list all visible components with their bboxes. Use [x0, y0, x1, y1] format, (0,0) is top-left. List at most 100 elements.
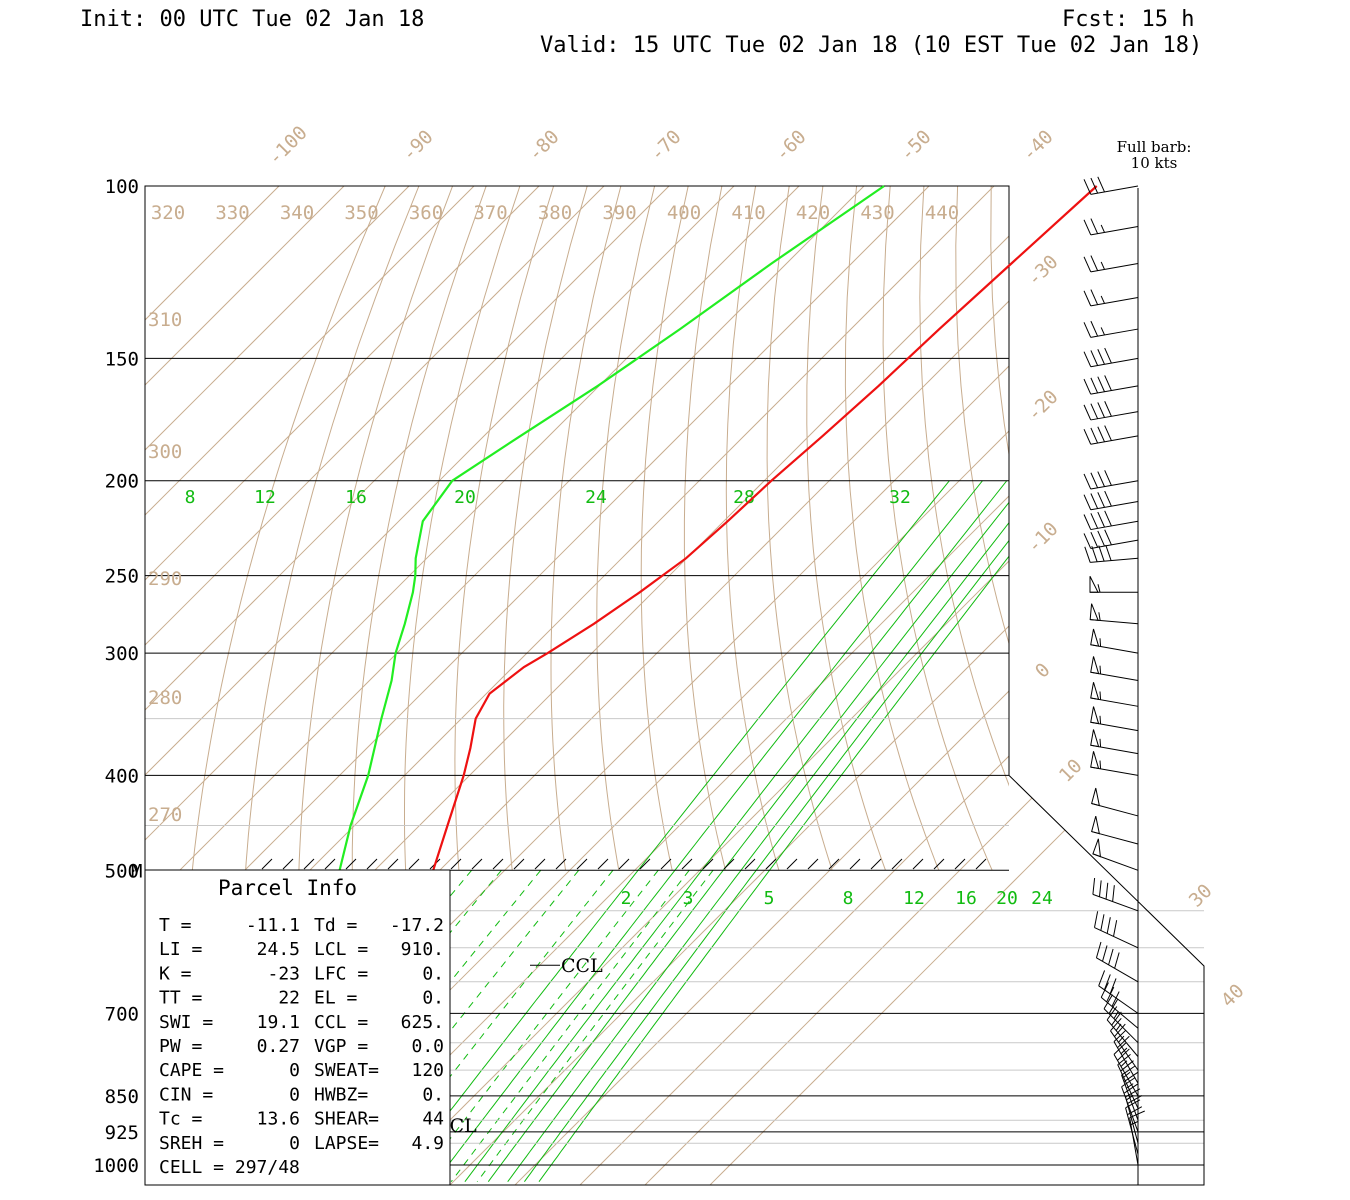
barb-flag	[1098, 545, 1105, 562]
barb-half-flag	[1100, 261, 1105, 270]
dry-adiabat-line	[766, 186, 833, 870]
hatch-mark	[639, 858, 651, 870]
barb-flag	[1123, 1072, 1138, 1083]
barb-flag	[1104, 425, 1112, 441]
dry-adiabat-line	[806, 186, 886, 870]
temperature-label: -70	[646, 126, 686, 166]
isotherm-line	[145, 186, 800, 1185]
wind-barb	[1089, 576, 1138, 593]
barb-flag	[1083, 256, 1092, 273]
hatch-mark	[702, 858, 714, 870]
barb-flag	[1113, 1042, 1127, 1055]
dry-adiabats	[191, 186, 1009, 870]
barb-flag	[1083, 290, 1092, 307]
barb-flag	[1090, 320, 1099, 337]
barb-shaft	[1090, 557, 1139, 563]
parcel-info-label: T =	[159, 915, 192, 936]
barb-flag	[1104, 375, 1112, 391]
barb-pennant	[1089, 603, 1099, 621]
barb-flag	[1109, 978, 1117, 995]
wind-barb	[1121, 1077, 1139, 1133]
barb-shaft	[1090, 385, 1139, 395]
barb-shaft	[1090, 520, 1139, 531]
hatch-mark	[786, 858, 798, 870]
hatch-mark	[408, 858, 420, 870]
wind-barb	[1090, 656, 1139, 682]
wind-barb	[1092, 877, 1139, 912]
parcel-info-value: -17.2	[390, 915, 444, 936]
barb-half-flag	[1099, 760, 1102, 769]
wind-barb	[1092, 838, 1139, 871]
barb-flag	[1111, 991, 1120, 1007]
barb-flag	[1129, 1110, 1145, 1119]
parcel-info-value: 22	[278, 988, 300, 1009]
theta-label: 440	[925, 202, 959, 224]
parcel-info-value: 0	[289, 1060, 300, 1081]
barb-pennant	[1091, 787, 1101, 807]
theta-label: 430	[860, 202, 894, 224]
barb-flag	[1105, 882, 1109, 900]
temperature-label: 30	[1185, 880, 1217, 912]
barb-flag	[1104, 401, 1112, 417]
barb-flag	[1095, 941, 1102, 958]
pressure-tick-label: 925	[105, 1122, 139, 1144]
pressure-tick-label: 1000	[93, 1155, 139, 1177]
hatch-mark	[534, 858, 546, 870]
barb-shaft	[1129, 1117, 1139, 1166]
barb-shaft	[1090, 435, 1139, 445]
hatch-mark	[765, 858, 777, 870]
chart-frame-outline	[145, 775, 1205, 1186]
parcel-info-value: 0.	[422, 963, 444, 984]
isotherm-line	[145, 186, 670, 1185]
temperature-label: 0	[1031, 659, 1055, 683]
barb-pennant	[1090, 628, 1100, 647]
temperature-label: 10	[1055, 755, 1087, 787]
barb-flag	[1121, 1065, 1136, 1076]
barb-flag	[1125, 1099, 1141, 1109]
wind-barb	[1103, 994, 1139, 1044]
mixing-ratio-label: 20	[996, 888, 1018, 909]
barb-flag	[1097, 471, 1105, 487]
wind-barb	[1117, 1053, 1139, 1109]
barb-flag	[1083, 322, 1092, 338]
barb-half-flag	[1123, 1071, 1131, 1078]
hatch-mark	[555, 858, 567, 870]
barb-flag	[1121, 1077, 1136, 1088]
valid-time: Valid: 15 UTC Tue 02 Jan 18 (10 EST Tue …	[540, 33, 1202, 58]
barb-legend-line2: 10 kts	[1131, 154, 1178, 172]
temperature-label: -100	[264, 122, 312, 170]
barb-flag	[1127, 1106, 1143, 1116]
barb-flag	[1090, 493, 1099, 509]
barb-half-flag	[1099, 638, 1102, 647]
barb-flag	[1090, 255, 1099, 271]
barb-flag	[1083, 428, 1092, 445]
barb-half-flag	[1126, 1094, 1134, 1101]
barb-flag	[1083, 179, 1092, 195]
barb-flag	[1090, 289, 1099, 305]
barb-flag	[1117, 1048, 1130, 1061]
barb-half-flag	[1113, 1011, 1119, 1019]
mixing-ratio-line	[476, 869, 714, 1183]
parcel-info-label: SHEAR=	[314, 1109, 379, 1130]
theta-label: 330	[215, 202, 249, 224]
barb-shaft	[1117, 1064, 1139, 1109]
mixing-ratio-label: 12	[903, 888, 925, 909]
wind-barb	[1083, 218, 1139, 236]
hatch-mark	[681, 858, 693, 870]
parcel-info-title: Parcel Info	[218, 876, 357, 900]
wind-barb	[1100, 982, 1139, 1029]
barb-flag	[1114, 952, 1120, 969]
barb-flag	[1103, 974, 1111, 991]
barb-shaft	[1090, 226, 1139, 236]
parcel-info-value: 44	[422, 1109, 444, 1130]
parcel-info-value: -11.1	[246, 915, 300, 936]
barb-shaft	[1090, 185, 1139, 195]
mixing-ratio-label: 20	[454, 487, 476, 508]
wind-barb	[1125, 1088, 1143, 1144]
dry-adiabat-line	[640, 186, 689, 870]
barb-shaft	[1092, 893, 1139, 912]
barb-flag	[1090, 218, 1099, 234]
mixing-ratio-label: 8	[843, 888, 854, 909]
pressure-tick-label: 500	[105, 860, 139, 882]
parcel-info-label: CELL = 297/48	[159, 1157, 300, 1178]
